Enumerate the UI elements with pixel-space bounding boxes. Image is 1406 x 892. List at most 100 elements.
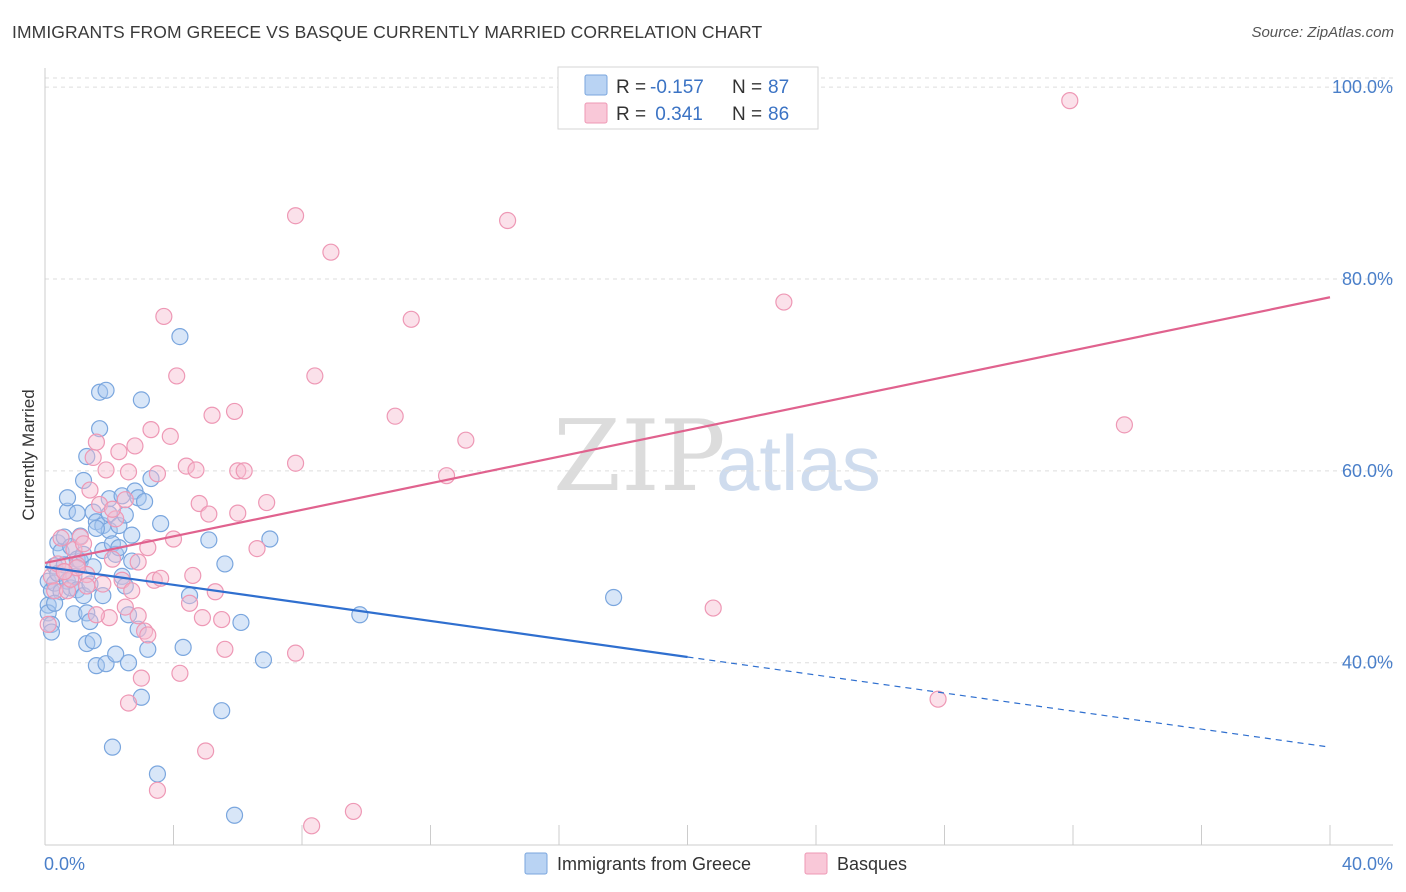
basque-point-2 <box>46 582 64 600</box>
basque-point-84 <box>129 553 147 571</box>
basque-point-30 <box>129 607 147 625</box>
basque-point-60 <box>248 539 266 558</box>
basque-point-77 <box>1061 92 1079 110</box>
basque-point-28 <box>123 582 141 600</box>
basque-point-63 <box>286 454 305 472</box>
basque-point-78 <box>1115 416 1134 434</box>
basque-point-50 <box>197 742 215 760</box>
basque-point-42 <box>168 367 186 385</box>
basque-point-52 <box>203 406 221 424</box>
basque-point-56 <box>225 402 244 421</box>
legend-r-label-2: R = <box>616 104 646 125</box>
y-axis-label: Currently Married <box>19 389 38 520</box>
greece-point-50 <box>103 738 122 756</box>
basque-point-37 <box>148 781 167 799</box>
basque-point-19 <box>100 609 118 627</box>
source-label: Source: ZipAtlas.com <box>1251 24 1394 41</box>
series-legend: Immigrants from Greece Basques <box>524 852 907 875</box>
greece-point-21 <box>68 504 86 522</box>
greece-points <box>39 327 623 824</box>
y-tick-label-40: 40.0% <box>1342 653 1393 673</box>
greece-point-62 <box>123 526 141 544</box>
greece-point-45 <box>97 381 115 399</box>
basque-point-24 <box>116 598 134 616</box>
greece-point-79 <box>225 806 244 824</box>
bottom-legend-greece: Immigrants from Greece <box>557 854 751 874</box>
legend-n-value-1: 87 <box>768 77 789 98</box>
basque-point-43 <box>171 664 189 682</box>
greece-point-69 <box>139 640 157 658</box>
legend-n-label-2: N = <box>732 104 762 125</box>
basque-point-31 <box>132 669 150 687</box>
basque-point-74 <box>704 599 722 617</box>
basque-point-17 <box>94 575 112 593</box>
greece-point-85 <box>46 594 64 612</box>
basque-point-69 <box>386 407 404 425</box>
trend-lines <box>44 296 1331 748</box>
basque-points <box>39 92 1134 835</box>
legend-n-label-1: N = <box>732 77 762 98</box>
correlation-legend: R = -0.157 N = 87 R = 0.341 N = 86 <box>557 66 819 130</box>
greece-point-68 <box>135 492 154 511</box>
x-tick-label-40: 40.0% <box>1342 854 1393 874</box>
greece-point-76 <box>200 531 218 549</box>
watermark-atlas: atlas <box>716 419 881 507</box>
basque-point-67 <box>322 243 340 261</box>
basque-point-59 <box>235 462 253 480</box>
greece-point-78 <box>216 555 234 573</box>
gridlines <box>45 77 1393 664</box>
greece-trend-line <box>44 565 688 659</box>
basque-point-68 <box>344 802 362 821</box>
basque-point-70 <box>402 310 420 328</box>
basque-point-64 <box>286 644 305 662</box>
basque-point-57 <box>229 504 247 522</box>
greece-point-15 <box>58 489 77 507</box>
chart-title: IMMIGRANTS FROM GREECE VS BASQUE CURRENT… <box>12 22 763 42</box>
basque-point-76 <box>929 690 947 708</box>
greece-point-34 <box>84 632 102 650</box>
greece-point-72 <box>152 515 170 533</box>
greece-point-77 <box>213 702 231 720</box>
greece-point-39 <box>91 420 109 438</box>
greece-point-32 <box>81 612 99 631</box>
basque-point-66 <box>306 367 324 385</box>
greece-point-84 <box>605 588 623 607</box>
greece-point-60 <box>119 654 138 672</box>
basque-point-62 <box>286 207 305 225</box>
legend-r-label-1: R = <box>616 77 646 98</box>
basque-point-0 <box>39 615 57 633</box>
basque-point-75 <box>775 293 793 311</box>
basque-point-72 <box>457 431 475 449</box>
basque-point-55 <box>216 640 234 658</box>
basque-point-83 <box>78 577 96 595</box>
basque-point-44 <box>177 457 195 475</box>
greece-point-82 <box>261 530 279 548</box>
basque-point-45 <box>180 594 199 612</box>
greece-point-20 <box>65 605 83 623</box>
basque-point-27 <box>119 694 138 712</box>
basque-point-81 <box>103 500 122 518</box>
greece-point-80 <box>232 613 250 632</box>
basque-point-51 <box>200 505 218 523</box>
greece-point-65 <box>129 620 147 638</box>
basque-point-22 <box>110 443 128 461</box>
watermark-zip: ZIP <box>553 400 726 514</box>
basque-point-21 <box>107 510 125 528</box>
basque-point-47 <box>187 461 205 479</box>
basque-point-46 <box>184 566 202 585</box>
basque-point-4 <box>52 529 70 547</box>
tick-labels: 40.0% 60.0% 80.0% 100.0% 0.0% 40.0% <box>44 77 1393 874</box>
bottom-swatch-greece <box>524 852 548 875</box>
greece-trend-extension <box>687 656 1331 748</box>
legend-swatch-basque <box>584 102 608 124</box>
basque-point-14 <box>84 448 102 467</box>
greece-point-51 <box>107 645 125 663</box>
legend-r-value-1: -0.157 <box>650 77 704 98</box>
basque-point-41 <box>164 530 183 548</box>
y-tick-label-80: 80.0% <box>1342 269 1393 289</box>
basque-point-38 <box>148 465 167 483</box>
greece-point-28 <box>74 471 93 490</box>
greece-point-61 <box>123 552 141 570</box>
basque-point-25 <box>116 491 134 509</box>
